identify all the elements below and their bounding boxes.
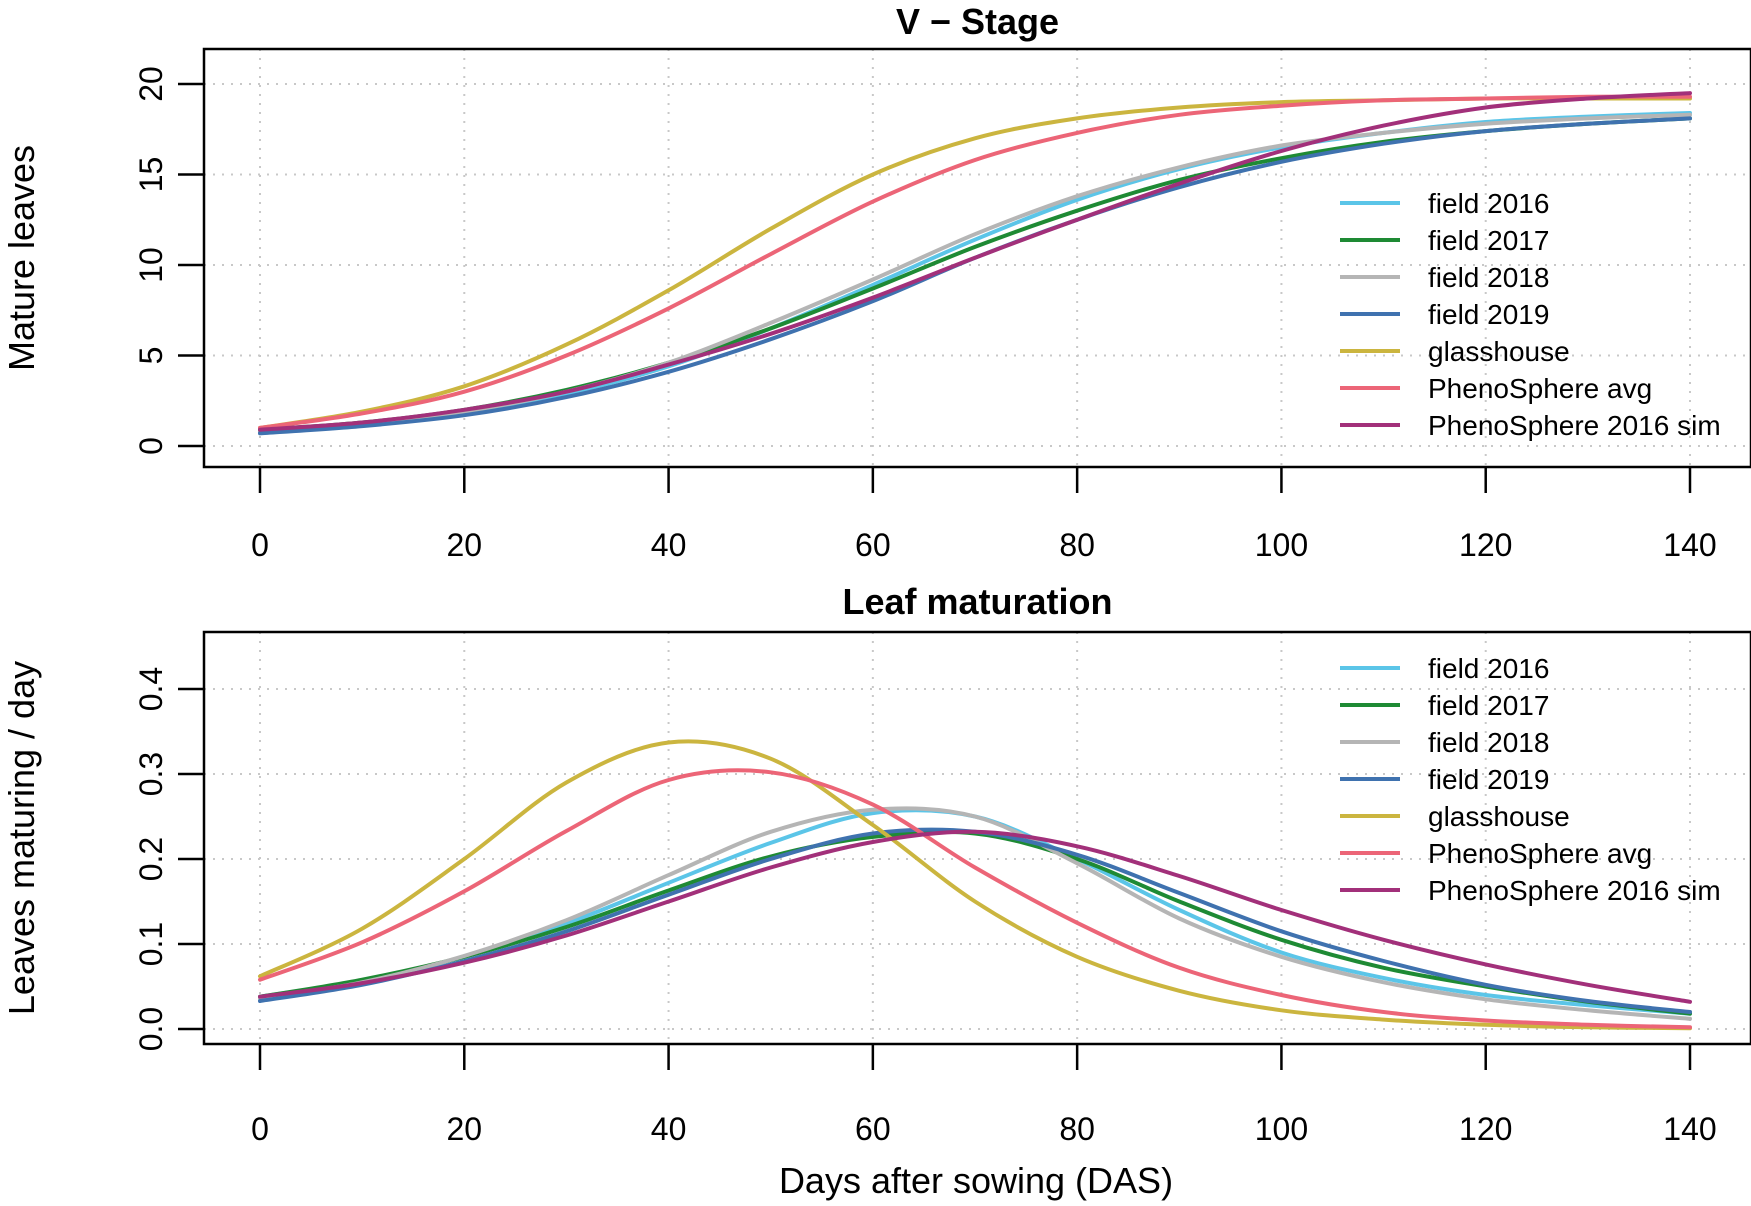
legend-label: field 2016 [1428, 188, 1549, 219]
x-axis-title: Days after sowing (DAS) [779, 1160, 1173, 1201]
legend-label: field 2018 [1428, 727, 1549, 758]
y-tick-label: 15 [133, 157, 169, 193]
series-line-phenosphere-avg [258, 94, 1692, 430]
y-tick-label: 0.1 [133, 922, 169, 966]
y-tick-label: 0.4 [133, 667, 169, 711]
y-tick-label: 5 [133, 347, 169, 365]
legend-label: PhenoSphere 2016 sim [1428, 875, 1721, 906]
leaf-maturation-panel: 0 20 40 60 80 100 120 140 0.0 0.1 0.2 0.3 0.4 Leaf ma… [1, 581, 1751, 1147]
legend-label: PhenoSphere 2016 sim [1428, 410, 1721, 441]
y-tick-label: 0.2 [133, 837, 169, 881]
x-tick-label: 60 [855, 527, 891, 563]
y-tick-label: 10 [133, 247, 169, 283]
legend-label: PhenoSphere avg [1428, 373, 1652, 404]
legend-label: field 2019 [1428, 764, 1549, 795]
legend-label: field 2016 [1428, 653, 1549, 684]
x-tick-label: 80 [1059, 1111, 1095, 1147]
vstage-panel: 0 20 40 60 80 100 120 140 0 5 10 15 20 V − Stage Matur… [1, 1, 1751, 563]
x-tick-label: 60 [855, 1111, 891, 1147]
x-tick-label: 0 [251, 1111, 269, 1147]
y-tick-label: 0 [133, 437, 169, 455]
x-tick-label: 20 [446, 527, 482, 563]
y-axis-title: Mature leaves [1, 145, 42, 371]
chart-title: Leaf maturation [842, 581, 1112, 622]
legend-label: PhenoSphere avg [1428, 838, 1652, 869]
x-tick-label: 100 [1255, 527, 1308, 563]
series-line-field-2018 [258, 806, 1692, 1021]
series-line-glasshouse [258, 739, 1692, 1031]
legend-label: field 2017 [1428, 225, 1549, 256]
x-tick-label: 40 [651, 527, 687, 563]
y-tick-label: 20 [133, 66, 169, 102]
legend-label: field 2019 [1428, 299, 1549, 330]
plot-frame [202, 47, 1751, 469]
legend-label: field 2017 [1428, 690, 1549, 721]
series-line-phenosphere-2016-sim [258, 829, 1692, 1004]
legend-label: field 2018 [1428, 262, 1549, 293]
x-tick-label: 140 [1663, 527, 1716, 563]
y-tick-label: 0.0 [133, 1007, 169, 1051]
x-tick-label: 0 [251, 527, 269, 563]
x-tick-label: 120 [1459, 527, 1512, 563]
plot-frame [202, 630, 1751, 1046]
x-tick-label: 20 [446, 1111, 482, 1147]
y-axis-title: Leaves maturing / day [1, 661, 42, 1015]
legend-label: glasshouse [1428, 336, 1570, 367]
x-tick-label: 40 [651, 1111, 687, 1147]
x-tick-label: 120 [1459, 1111, 1512, 1147]
legend: field 2016 field 2017 field 2018 field 2019… [1340, 188, 1721, 441]
x-tick-label: 140 [1663, 1111, 1716, 1147]
legend: field 2016 field 2017 field 2018 field 2019… [1340, 653, 1721, 906]
series-line-phenosphere-2016-sim [258, 91, 1692, 432]
x-tick-label: 100 [1255, 1111, 1308, 1147]
y-tick-label: 0.3 [133, 752, 169, 796]
legend-label: glasshouse [1428, 801, 1570, 832]
series-line-phenosphere-avg [258, 768, 1692, 1030]
chart-title: V − Stage [896, 1, 1059, 42]
x-tick-label: 80 [1059, 527, 1095, 563]
